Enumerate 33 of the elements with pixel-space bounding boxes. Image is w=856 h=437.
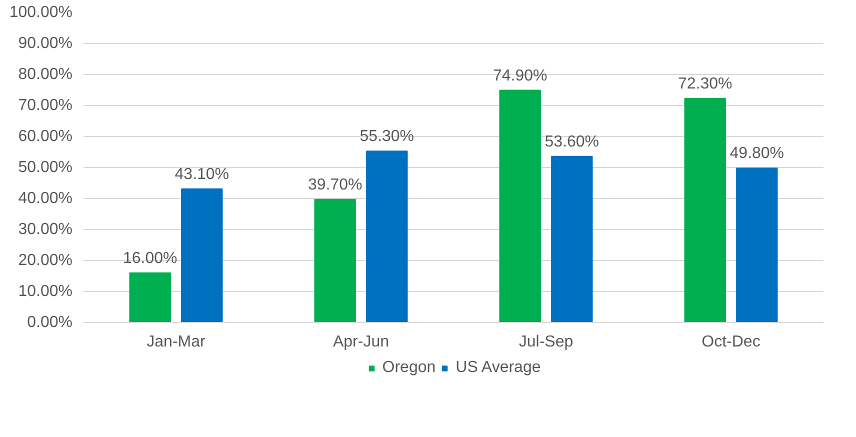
y-tick-label: 70.00% xyxy=(18,97,72,114)
bar xyxy=(366,150,408,322)
data-label: 16.00% xyxy=(122,250,178,267)
x-tick-label: Apr-Jun xyxy=(332,334,390,350)
bar xyxy=(129,272,171,322)
legend-label: US Average xyxy=(456,359,541,377)
legend-label: Oregon xyxy=(382,359,436,377)
y-tick-label: 0.00% xyxy=(27,314,73,331)
bar xyxy=(314,198,356,322)
data-label: 55.30% xyxy=(360,128,414,146)
y-tick-label: 10.00% xyxy=(18,283,72,300)
x-tick-label: Oct-Dec xyxy=(702,334,760,350)
data-label: 53.60% xyxy=(544,133,600,150)
x-tick-label: Jul-Sep xyxy=(518,334,574,350)
data-label: 49.80% xyxy=(730,145,784,162)
bar xyxy=(736,168,778,322)
y-tick-label: 30.00% xyxy=(18,221,72,238)
bar xyxy=(551,156,593,322)
bar xyxy=(499,90,541,322)
data-label: 43.10% xyxy=(174,166,230,183)
y-tick-label: 100.00% xyxy=(9,4,73,21)
y-tick-label: 40.00% xyxy=(18,190,72,207)
y-tick-label: 20.00% xyxy=(18,252,72,269)
data-label: 39.70% xyxy=(308,176,362,194)
y-tick-label: 80.00% xyxy=(18,66,72,83)
data-label: 72.30% xyxy=(678,75,732,92)
y-tick-label: 50.00% xyxy=(18,159,72,176)
y-tick-label: 90.00% xyxy=(18,35,72,52)
x-tick-label: Jan-Mar xyxy=(146,334,206,350)
bar xyxy=(684,98,726,322)
y-tick-label: 60.00% xyxy=(18,128,72,145)
data-label: 74.90% xyxy=(492,67,548,84)
bar xyxy=(181,188,223,322)
